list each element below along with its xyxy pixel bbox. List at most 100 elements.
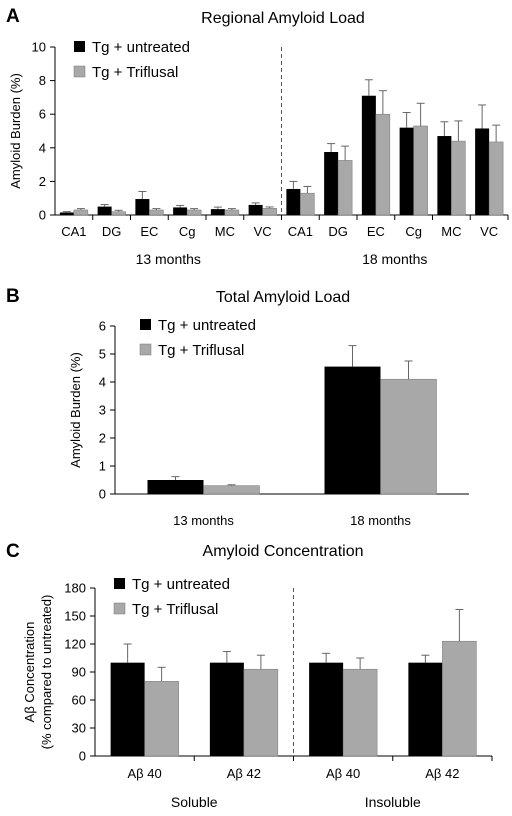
y-axis-label: Amyloid Burden (%) [68,352,83,468]
y-tick-label: 8 [39,73,46,88]
group-label: Soluble [171,794,218,810]
panel-a: A Regional Amyloid Load 0 2 4 6 8 10 Amyloid Bur… [6,6,509,267]
chart-title: Amyloid Concentration [203,543,364,560]
y-axis-label: Aβ Concentration [22,622,37,723]
y-tick-label: 2 [99,431,106,446]
y-tick-label: 0 [99,487,106,502]
y-tick-label: 10 [32,40,46,55]
bar-untreated-2 [309,662,344,756]
bar-untreated-7 [324,152,339,215]
bar-triflusal-0 [203,485,260,495]
bar-triflusal-1 [111,211,126,216]
y-tick-label: 5 [99,347,106,362]
bar-triflusal-4 [224,209,240,216]
y-tick-label: 4 [99,375,106,390]
y-tick-label: 60 [72,693,86,708]
bar-triflusal-11 [488,141,504,216]
legend-swatch [74,41,85,52]
bar-triflusal-10 [451,140,466,216]
bar-untreated-6 [286,188,301,215]
y-axis-label: (% compared to untreated) [39,595,54,750]
group-label: 18 months [362,251,427,267]
y-tick-label: 150 [64,609,86,624]
y-axis-label: Amyloid Burden (%) [8,73,23,189]
group-label: 13 months [136,251,201,267]
bar-triflusal-0 [73,209,89,216]
legend-label: Tg + Triflusal [158,342,244,359]
bar-untreated-4 [210,209,225,215]
bar-untreated-0 [110,662,145,756]
bar-triflusal-2 [149,209,164,216]
x-tick-label: MC [441,224,461,239]
bar-triflusal-2 [342,668,378,757]
bar-triflusal-3 [186,209,202,216]
bar-untreated-2 [135,199,150,215]
x-tick-label: CA1 [61,224,86,239]
y-tick-label: 120 [64,637,86,652]
y-tick-label: 90 [72,665,86,680]
bar-untreated-9 [399,127,414,215]
legend-label: Tg + Triflusal [132,601,218,618]
bar-untreated-3 [408,662,443,756]
bar-triflusal-6 [300,192,315,216]
y-tick-label: 30 [72,721,86,736]
bar-untreated-8 [361,95,376,215]
x-tick-label: CA1 [288,224,313,239]
bar-untreated-1 [209,662,244,756]
x-tick-label: DG [102,224,122,239]
chart-title: Total Amyloid Load [216,289,350,306]
x-tick-label: VC [254,224,272,239]
x-tick-label: 18 months [350,513,411,528]
bar-untreated-10 [437,136,452,215]
panel-letter: A [6,6,20,27]
x-tick-label: VC [480,224,498,239]
panel-letter: B [6,286,20,307]
bar-untreated-0 [59,212,74,215]
bar-untreated-1 [324,366,381,494]
x-tick-label: Aβ 42 [425,766,459,781]
y-tick-label: 180 [64,581,86,596]
y-tick-label: 0 [79,749,86,764]
y-tick-label: 6 [39,107,46,122]
bar-triflusal-1 [243,668,279,757]
y-tick-label: 4 [39,140,46,155]
group-label: Insoluble [365,794,421,810]
bar-triflusal-3 [442,640,477,757]
legend-swatch [140,319,151,330]
x-tick-label: Aβ 40 [128,766,162,781]
x-tick-label: DG [328,224,348,239]
bar-triflusal-1 [380,378,437,495]
legend-label: Tg + untreated [132,576,230,593]
bar-untreated-1 [97,206,112,215]
bar-triflusal-0 [144,681,179,757]
y-tick-label: 1 [99,459,106,474]
panel-b: B Total Amyloid Load 0 1 2 3 4 5 6 Amyloid Burden… [6,286,469,528]
legend-swatch [73,65,86,78]
bar-untreated-0 [147,480,204,494]
legend-swatch [139,343,152,356]
legend-swatch [114,578,125,589]
legend-swatch [113,602,126,615]
x-tick-label: EC [140,224,158,239]
chart-title: Regional Amyloid Load [201,10,365,27]
x-tick-label: 13 months [173,513,234,528]
x-tick-label: Cg [179,224,196,239]
bar-triflusal-9 [413,125,428,216]
panel-letter: C [6,541,20,562]
bar-triflusal-5 [262,208,277,216]
y-tick-label: 3 [99,403,106,418]
bar-untreated-11 [475,128,490,215]
legend-label: Tg + Triflusal [92,64,178,81]
bar-untreated-3 [173,207,188,215]
x-tick-label: Aβ 42 [227,766,261,781]
y-tick-label: 6 [99,319,106,334]
bar-untreated-5 [248,204,263,215]
legend-label: Tg + untreated [92,39,190,56]
x-tick-label: EC [367,224,385,239]
y-tick-label: 0 [39,208,46,223]
x-tick-label: Aβ 40 [326,766,360,781]
bar-triflusal-8 [375,113,391,216]
bar-triflusal-7 [337,160,353,216]
legend-label: Tg + untreated [158,317,256,334]
